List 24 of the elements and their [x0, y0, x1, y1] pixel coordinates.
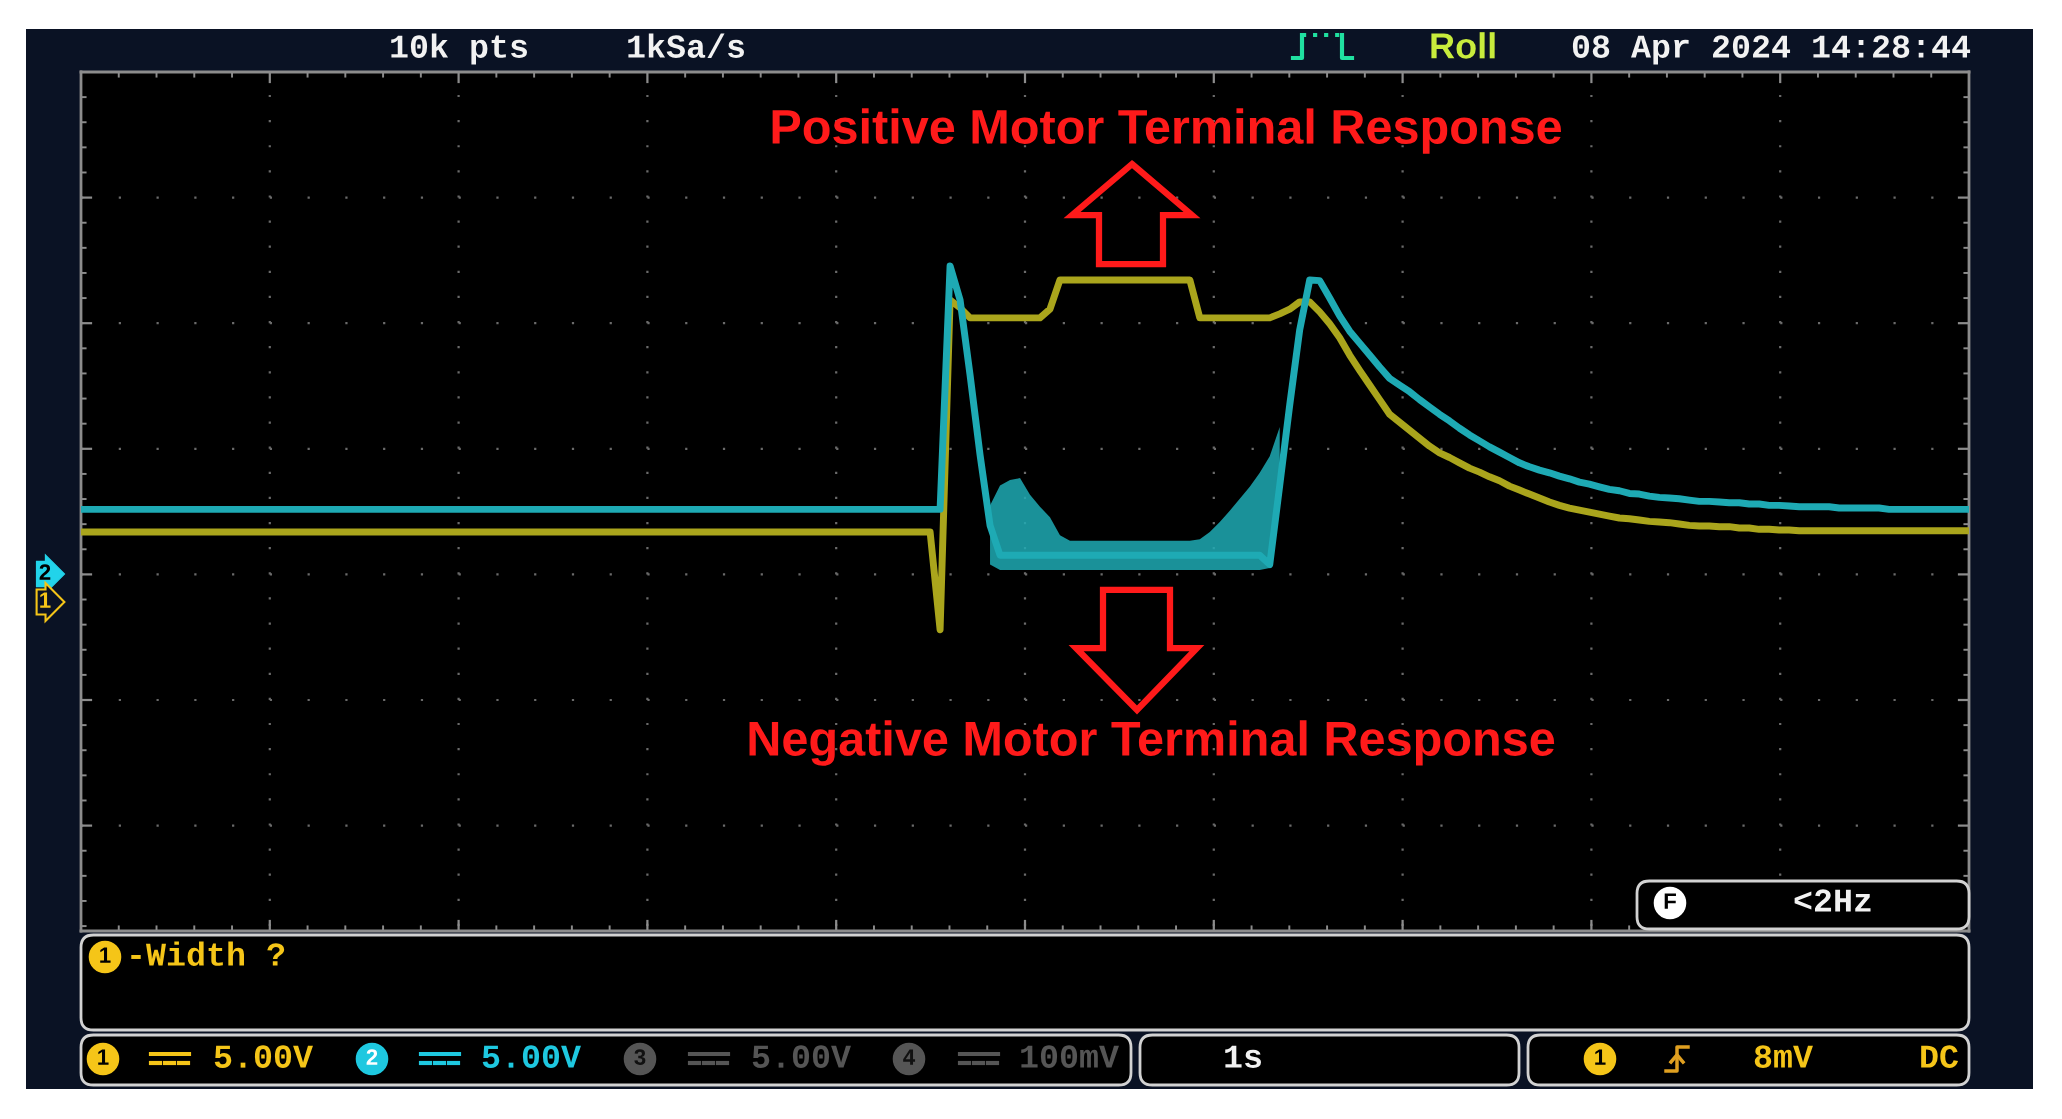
text: DC [1921, 1045, 1959, 1068]
text: 1 [98, 1049, 109, 1065]
text: 2 [366, 1049, 378, 1065]
annotation: Negative Motor Terminal Response [749, 720, 1555, 766]
text: 3 [634, 1049, 646, 1065]
text: 1 [100, 947, 111, 963]
text: 10k pts [391, 33, 527, 65]
text: -Width ? [131, 941, 285, 966]
text: 1 [40, 592, 51, 608]
text: 8mV [1754, 1045, 1813, 1068]
annotation: F [1664, 893, 1676, 909]
text: 5.00V [752, 1045, 851, 1068]
text: 1s [1225, 1045, 1261, 1068]
text: Roll [1431, 32, 1495, 59]
text: Positive Motor Terminal Response [772, 108, 1561, 154]
annotation: <2Hz [1794, 889, 1871, 912]
text: 100mV [1021, 1045, 1119, 1068]
text: 1 [1595, 1049, 1606, 1065]
text: 4 [903, 1049, 916, 1065]
text: 2 [39, 564, 51, 580]
text: 5.00V [214, 1045, 313, 1068]
text: 1kSa/s [628, 33, 744, 58]
text: 08 Apr 2024 14:28:44 [1572, 35, 1971, 65]
text: 5.00V [482, 1045, 581, 1068]
